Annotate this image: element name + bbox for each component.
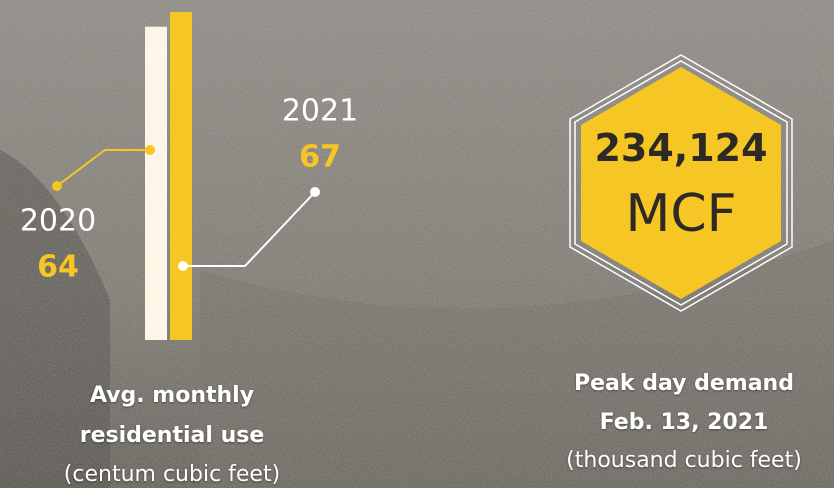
connector (56, 149, 150, 187)
stat-date: Feb. 13, 2021 (599, 410, 769, 435)
category-label: 2020 (20, 204, 96, 239)
caption-left: Avg. monthly residential use (centum cub… (52, 376, 292, 488)
bar (170, 12, 192, 340)
connector-dot (145, 145, 155, 155)
value-label: 64 (37, 250, 79, 285)
hex-fill (581, 67, 781, 299)
connector-dot (310, 187, 320, 197)
chart-subtitle: (centum cubic feet) (63, 462, 281, 487)
caption-right: Peak day demand Feb. 13, 2021 (thousand … (534, 364, 834, 480)
value-label: 67 (299, 140, 341, 175)
hex-outline (569, 54, 793, 312)
hexagon: 234,124 MCF (569, 54, 793, 312)
category-label: 2021 (282, 94, 358, 129)
chart-title: Avg. monthly residential use (79, 383, 265, 448)
connector-dot (52, 181, 62, 191)
stat-note: (thousand cubic feet) (566, 448, 802, 473)
stat-title: Peak day demand (574, 371, 794, 396)
connector (183, 191, 316, 267)
stat-unit: MCF (625, 184, 736, 244)
hex-outline (574, 60, 788, 306)
stat-value: 234,124 (594, 126, 767, 170)
connector-dot (178, 261, 188, 271)
bar (145, 26, 167, 341)
